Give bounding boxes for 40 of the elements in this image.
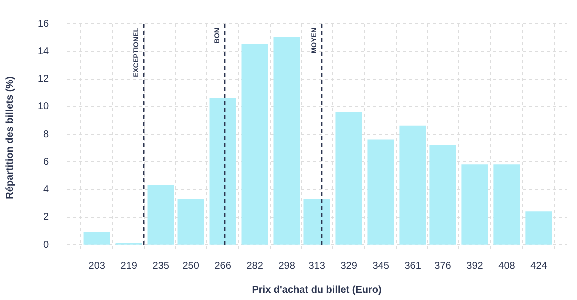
y-tick-label: 12 xyxy=(38,74,50,86)
x-tick-label: 219 xyxy=(120,260,138,272)
x-tick-label: 235 xyxy=(152,260,170,272)
bar xyxy=(178,199,204,245)
bar xyxy=(148,185,174,245)
x-tick-label: 298 xyxy=(278,260,296,272)
y-axis-title: Répartition des billets (%) xyxy=(4,76,16,200)
y-tick-label: 0 xyxy=(44,240,50,251)
x-tick-label: 392 xyxy=(466,260,484,272)
bar xyxy=(336,112,362,245)
bar xyxy=(462,164,488,245)
x-tick-label: 329 xyxy=(340,260,358,272)
bar xyxy=(368,140,394,245)
x-tick-label: 345 xyxy=(372,260,390,272)
bar xyxy=(430,145,456,245)
bar xyxy=(304,199,330,245)
x-tick-label: 361 xyxy=(404,260,422,272)
bar xyxy=(400,126,426,245)
x-tick-label: 408 xyxy=(498,260,516,272)
y-tick-label: 2 xyxy=(44,212,50,224)
x-axis-title: Prix d'achat du billet (Euro) xyxy=(252,284,382,296)
x-tick-label: 313 xyxy=(308,260,326,272)
x-tick-label: 282 xyxy=(246,260,264,272)
x-tick-label: 424 xyxy=(530,260,548,272)
bar xyxy=(210,98,236,245)
y-tick-label: 8 xyxy=(44,129,50,140)
bar xyxy=(494,164,520,245)
x-tick-label: 266 xyxy=(214,260,232,272)
bar xyxy=(84,232,110,245)
bar xyxy=(526,212,552,245)
x-tick-label: 376 xyxy=(434,260,452,272)
y-tick-label: 6 xyxy=(44,156,50,168)
y-tick-label: 10 xyxy=(38,102,50,113)
bar xyxy=(242,44,268,245)
x-tick-label: 250 xyxy=(182,260,200,272)
x-tick-label: 203 xyxy=(88,260,106,272)
y-tick-label: 16 xyxy=(38,18,50,30)
bar xyxy=(274,37,300,245)
y-tick-label: 4 xyxy=(44,184,50,196)
y-tick-label: 14 xyxy=(38,46,50,58)
